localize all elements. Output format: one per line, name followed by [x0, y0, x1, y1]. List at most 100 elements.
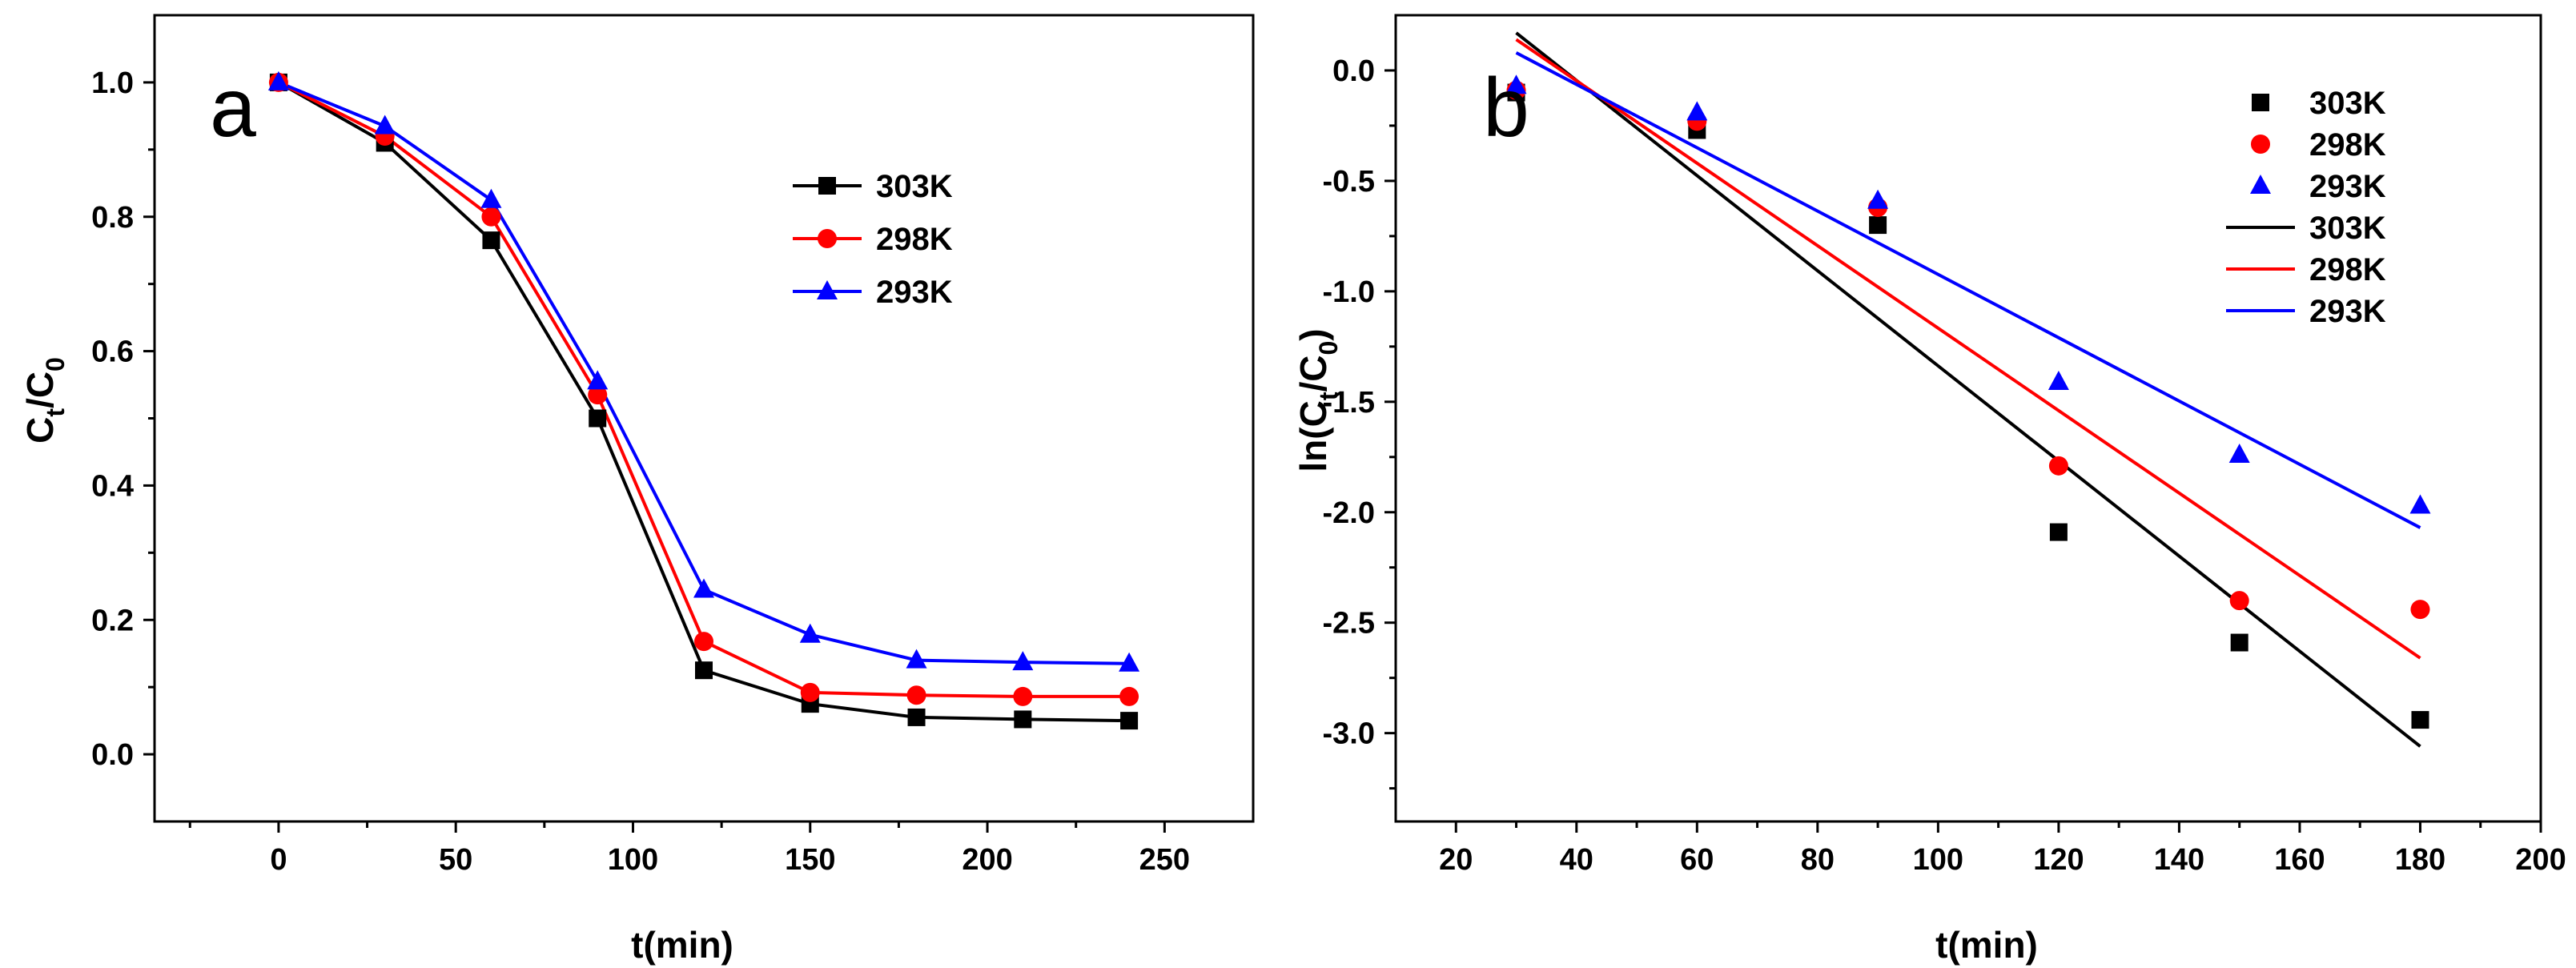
- data-point-298K: [694, 632, 713, 652]
- x-tick-label: 50: [439, 843, 472, 877]
- data-point-303K: [482, 231, 500, 250]
- y-tick-label: 0.0: [91, 738, 134, 772]
- data-point-293K: [1505, 74, 1527, 94]
- legend-marker-293K: [2250, 175, 2271, 194]
- data-point-293K: [906, 649, 927, 669]
- data-point-298K: [588, 385, 608, 405]
- panel-a-chart: 0 50 100 150 200 250 0.0 0.2 0.4 0.6 0.8 1.0 a t(mi…: [19, 14, 1255, 966]
- panel-b-y-axis-title: ln(Ct/C0): [1292, 328, 1343, 472]
- data-point-293K: [267, 70, 289, 90]
- data-point-293K: [2048, 370, 2069, 390]
- panel-b-chart: 20 40 60 80 100 120 140 160 180 200 0.0 -0.5 -1.0 -1.…: [1292, 14, 2566, 966]
- series-line-298K: [277, 81, 1130, 698]
- x-tick-label: 140: [2154, 843, 2204, 877]
- legend-marker-303K: [818, 177, 836, 195]
- data-point-293K: [1686, 101, 1708, 121]
- panel-b-x-axis-title: t(min): [1935, 924, 2038, 966]
- panel-b-plot-frame: [1394, 14, 2542, 823]
- y-tick-label: -2.0: [1323, 496, 1375, 530]
- data-point-303K: [907, 708, 926, 726]
- data-point-303K: [695, 661, 713, 680]
- legend-label-303K: 303K: [876, 169, 953, 204]
- y-tick-label: -2.5: [1323, 607, 1375, 641]
- data-point-293K: [587, 370, 609, 390]
- data-point-303K: [2230, 633, 2248, 652]
- fit-line-298K: [1515, 38, 2421, 660]
- x-tick-label: 160: [2274, 843, 2325, 877]
- data-point-303K: [1869, 216, 1887, 235]
- data-point-303K: [589, 409, 607, 428]
- y-tick-label: 0.2: [91, 604, 134, 637]
- panel-a-legend: 303K 298K 293K: [793, 169, 953, 310]
- data-point-303K: [1120, 712, 1139, 730]
- legend-label-293K: 293K: [2309, 169, 2386, 204]
- x-tick-label: 200: [2515, 843, 2566, 877]
- legend-label-293K: 293K: [876, 275, 953, 310]
- data-point-293K: [693, 578, 714, 598]
- data-point-298K: [1119, 686, 1139, 706]
- x-tick-label: 180: [2395, 843, 2445, 877]
- x-tick-label: 60: [1680, 843, 1714, 877]
- legend-label-298K: 298K: [876, 222, 953, 257]
- fit-line-293K: [1515, 51, 2421, 529]
- x-tick-label: 100: [608, 843, 658, 877]
- x-tick-label: 80: [1801, 843, 1835, 877]
- y-tick-label: 0.6: [91, 335, 134, 369]
- data-point-293K: [1012, 651, 1034, 671]
- legend-label-303K: 303K: [2309, 86, 2386, 121]
- y-tick-label: -1.0: [1323, 275, 1375, 309]
- x-tick-label: 120: [2033, 843, 2084, 877]
- y-tick-label: -3.0: [1323, 717, 1375, 751]
- series-line-303K: [277, 81, 1130, 723]
- data-point-293K: [480, 188, 502, 208]
- x-tick-label: 20: [1439, 843, 1473, 877]
- data-point-298K: [2048, 456, 2068, 476]
- data-point-303K: [1014, 710, 1032, 729]
- y-tick-label: -0.5: [1323, 165, 1375, 199]
- data-point-298K: [800, 682, 820, 702]
- data-point-298K: [2229, 591, 2249, 611]
- panel-b-letter: b: [1483, 62, 1529, 155]
- data-point-293K: [799, 623, 821, 643]
- data-point-298K: [2410, 600, 2430, 620]
- panel-b-fit-lines: [1515, 31, 2421, 748]
- data-point-298K: [906, 685, 926, 705]
- x-tick-label: 100: [1913, 843, 1963, 877]
- data-point-298K: [1013, 686, 1033, 706]
- legend-fit-label-298K: 298K: [2309, 252, 2386, 287]
- legend-fit-label-303K: 303K: [2309, 211, 2386, 246]
- data-point-298K: [481, 207, 501, 227]
- legend-fit-label-293K: 293K: [2309, 294, 2386, 329]
- panel-a-plot-frame: [153, 14, 1255, 823]
- legend-label-298K: 298K: [2309, 127, 2386, 163]
- panel-a-series-lines: [277, 81, 1130, 723]
- y-tick-label: 1.0: [91, 66, 134, 100]
- panel-b-axes: 20 40 60 80 100 120 140 160 180 200 0.0 -0.5 -1.0 -1.…: [1323, 54, 2566, 877]
- series-line-293K: [278, 81, 1130, 665]
- data-point-303K: [2411, 711, 2429, 729]
- x-tick-label: 250: [1139, 843, 1190, 877]
- x-tick-label: 150: [785, 843, 835, 877]
- y-tick-label: 0.0: [1332, 54, 1375, 88]
- data-point-293K: [1867, 189, 1889, 209]
- y-tick-label: 0.8: [91, 201, 134, 235]
- fit-line-303K: [1515, 31, 2421, 748]
- y-tick-label: 0.4: [91, 469, 134, 503]
- data-point-293K: [374, 114, 396, 135]
- data-point-293K: [2228, 444, 2250, 464]
- panel-a-axes: 0 50 100 150 200 250 0.0 0.2 0.4 0.6 0.8 1.0: [91, 66, 1190, 877]
- panel-a-markers: [267, 70, 1140, 730]
- x-tick-label: 0: [270, 843, 287, 877]
- data-point-293K: [1119, 652, 1140, 672]
- legend-marker-298K: [818, 229, 837, 248]
- data-point-303K: [2049, 523, 2068, 541]
- panel-a-y-axis-title: Ct/C0: [19, 357, 70, 444]
- legend-marker-293K: [817, 280, 838, 299]
- panel-b-markers: [1505, 74, 2431, 729]
- x-tick-label: 40: [1560, 843, 1593, 877]
- legend-marker-298K: [2251, 135, 2270, 154]
- panel-a-letter: a: [210, 62, 256, 155]
- panel-b-legend: 303K 298K 293K 303K 298K 293K: [2226, 86, 2386, 329]
- data-point-293K: [2409, 494, 2431, 514]
